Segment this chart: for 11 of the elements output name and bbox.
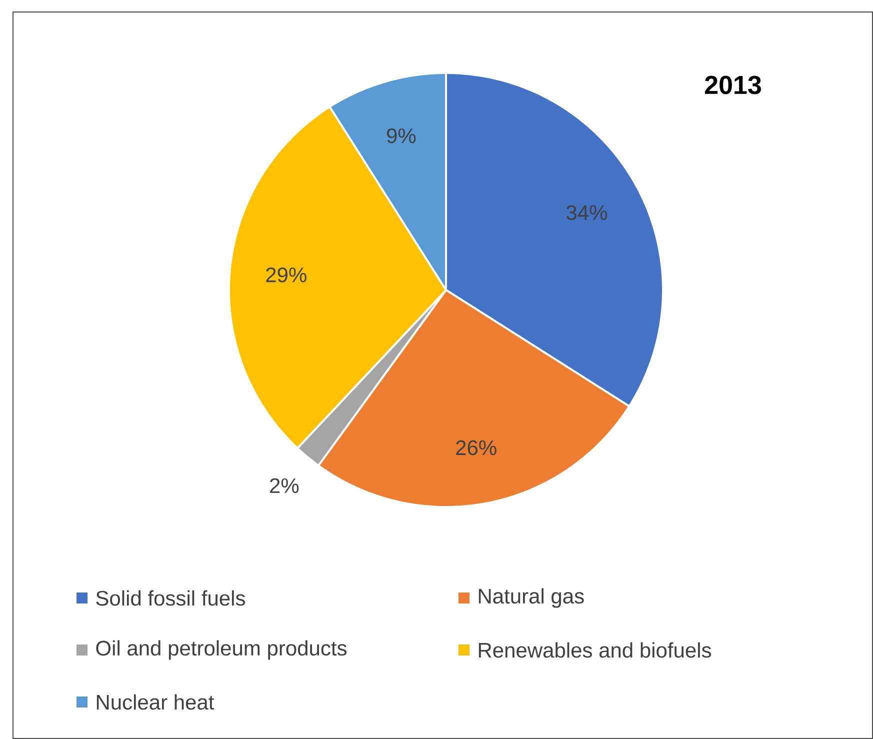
legend-label: Renewables and biofuels — [478, 642, 712, 658]
legend-label: Solid fossil fuels — [96, 590, 245, 606]
data-label: 29% — [266, 267, 306, 282]
legend-label: Natural gas — [478, 588, 584, 608]
data-label: 26% — [456, 440, 496, 456]
data-label: 9% — [387, 128, 416, 144]
chart-title: 2013 — [704, 76, 761, 94]
data-label: 2% — [270, 478, 299, 494]
data-label: 34% — [566, 205, 607, 220]
legend-label: Nuclear heat — [96, 694, 214, 710]
legend-label: Oil and petroleum products — [96, 640, 347, 660]
